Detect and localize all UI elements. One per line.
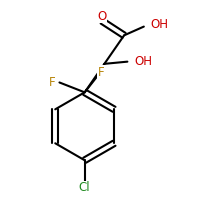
Text: O: O xyxy=(98,10,107,23)
Text: F: F xyxy=(49,76,56,89)
Text: OH: OH xyxy=(151,18,169,31)
Text: Cl: Cl xyxy=(79,181,90,194)
Text: OH: OH xyxy=(134,55,152,68)
Text: F: F xyxy=(98,66,104,79)
